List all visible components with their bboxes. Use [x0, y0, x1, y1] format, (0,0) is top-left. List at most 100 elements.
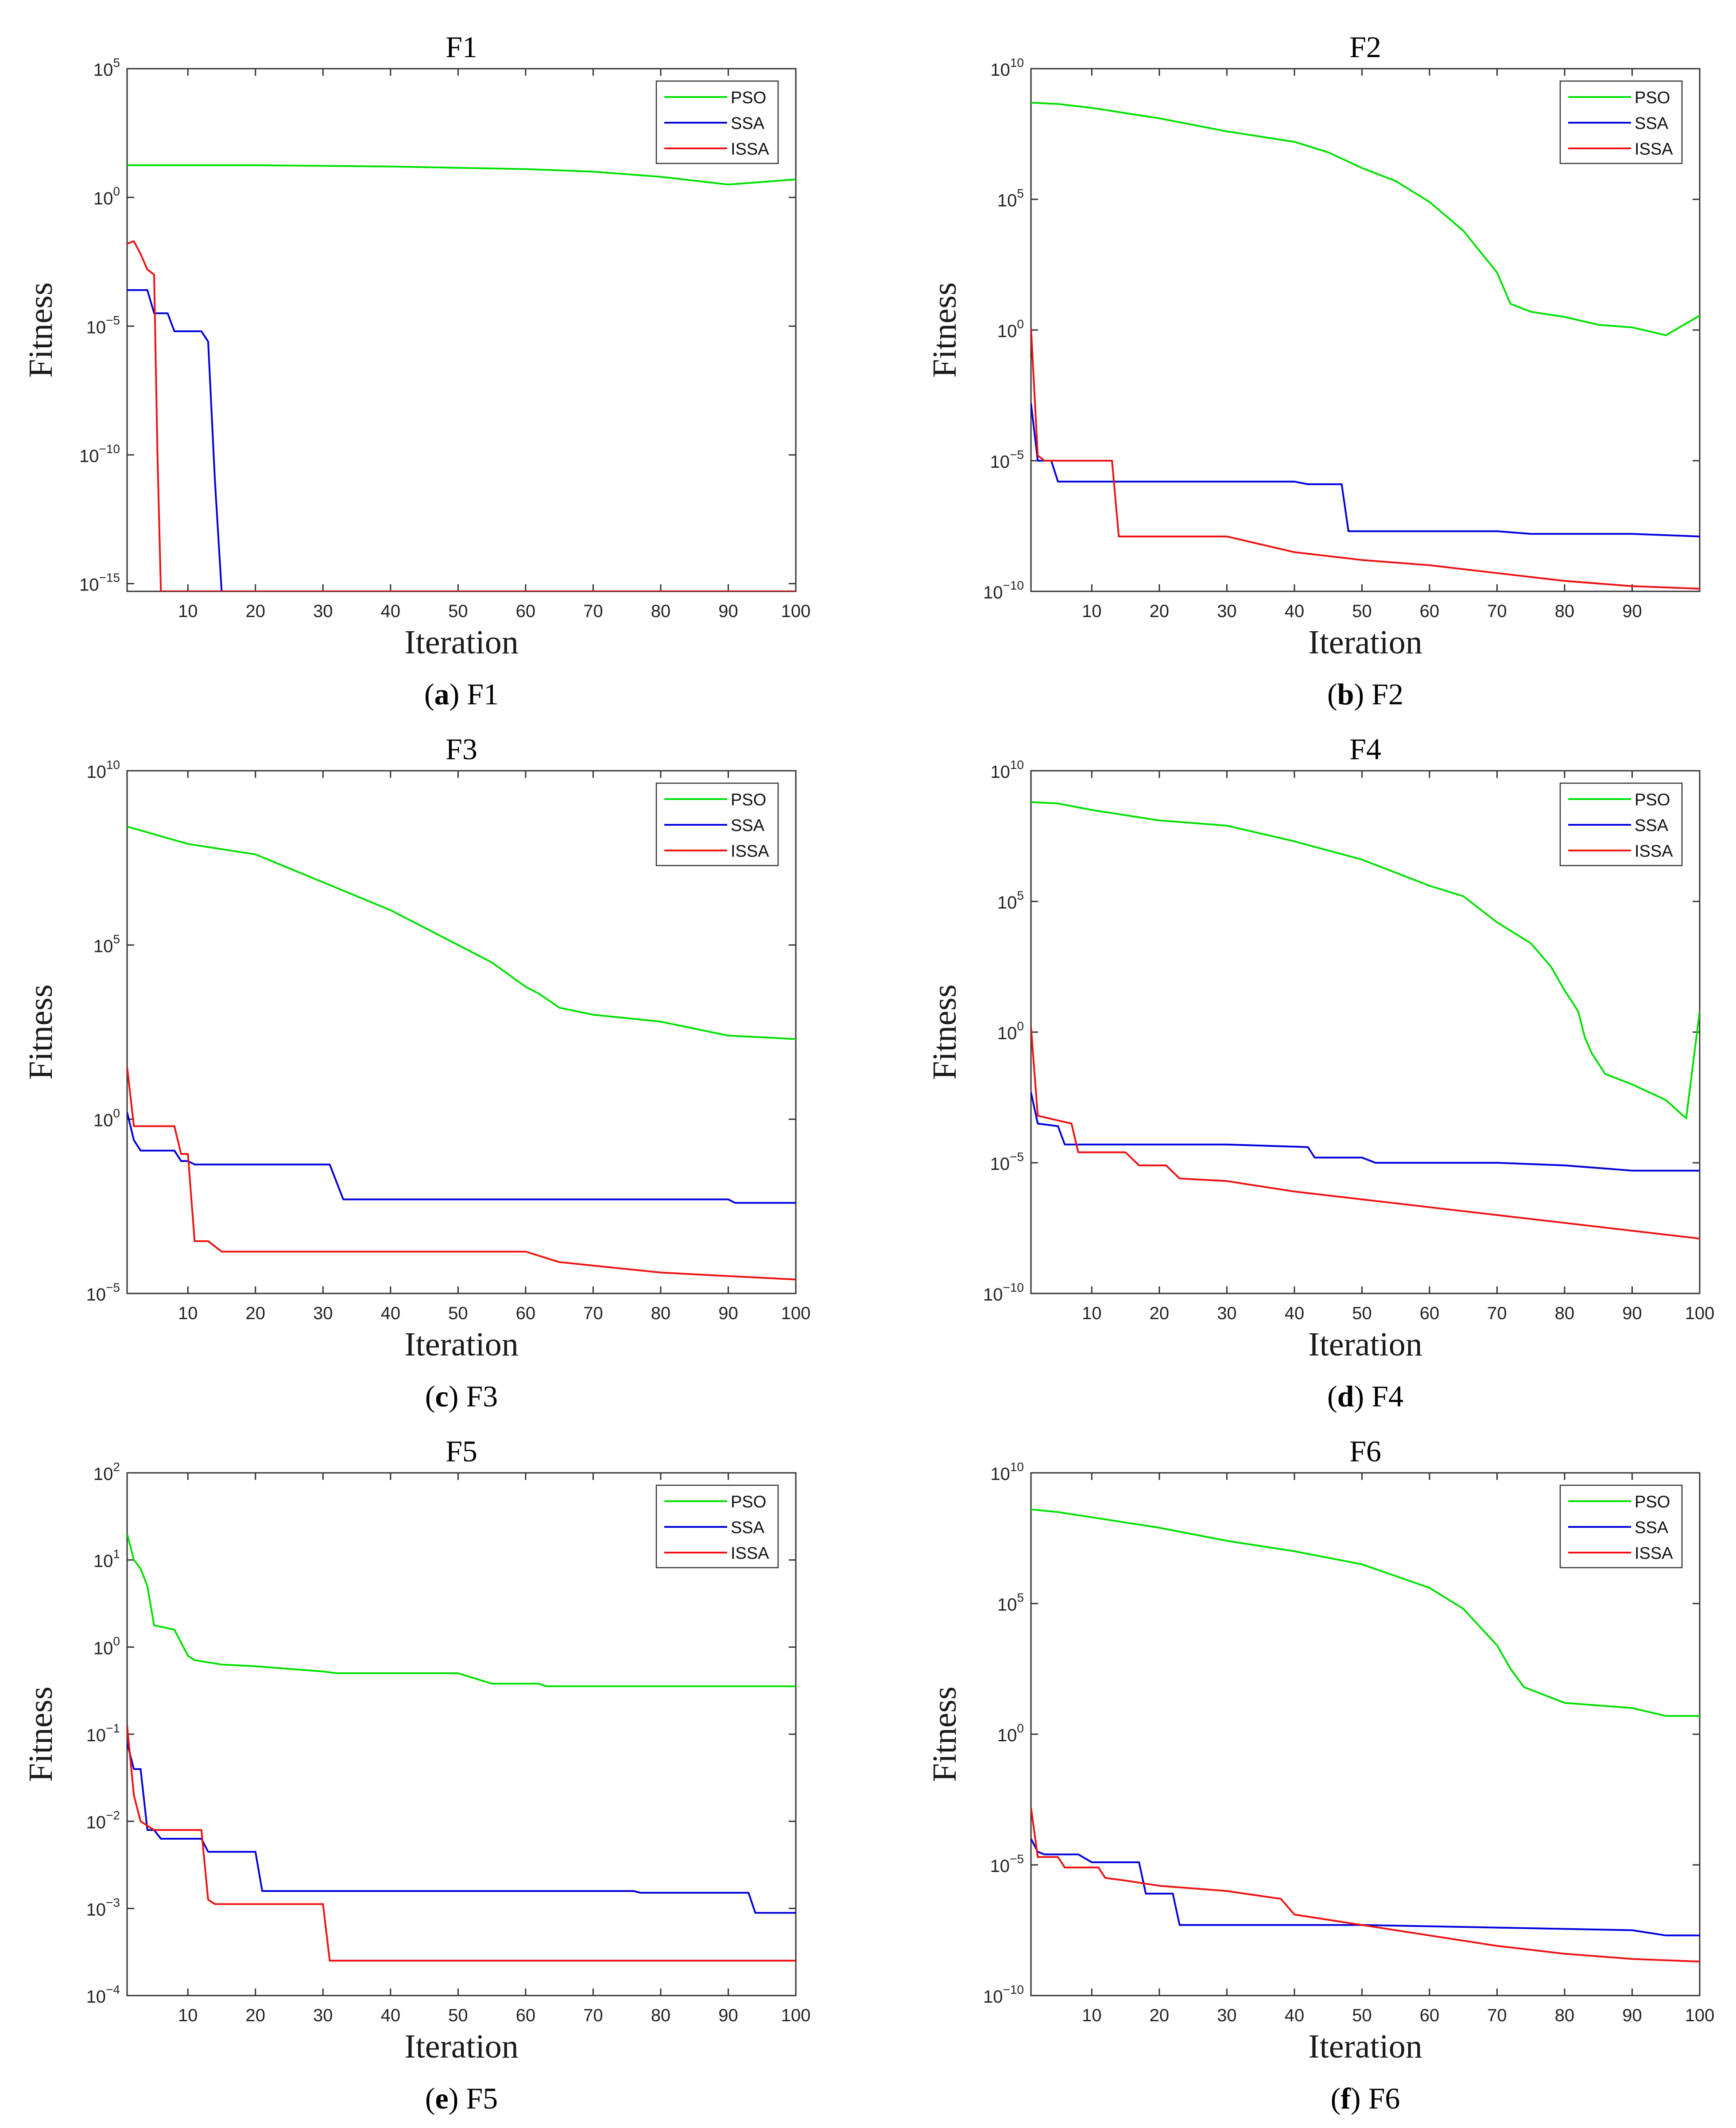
chart-2-series-pso-line: [1031, 101, 1700, 336]
chart-5-ytick-label: 101: [93, 1547, 120, 1571]
chart-6-xtick-label: 30: [1217, 2006, 1237, 2025]
chart-4-xlabel: Iteration: [1308, 1326, 1422, 1363]
chart-6-legend-label-ssa: SSA: [1635, 1518, 1669, 1537]
chart-1-ytick-label: 100: [93, 185, 120, 209]
chart-4-ytick-label: 1010: [990, 758, 1024, 782]
chart-2-ytick-label: 1010: [990, 56, 1024, 80]
chart-5-ytick-label: 10−3: [86, 1895, 120, 1919]
chart-2-ylabel: Fitness: [926, 282, 963, 377]
chart-5-xtick-label: 60: [516, 2006, 536, 2025]
chart-4-ytick-label: 105: [997, 889, 1024, 913]
chart-6-legend-label-issa: ISSA: [1635, 1544, 1673, 1563]
chart-4-xtick-label: 60: [1420, 1304, 1440, 1323]
chart-4-series-issa-line: [1031, 1027, 1700, 1240]
chart-3-xtick-label: 20: [246, 1304, 266, 1323]
chart-4-ytick-label: 10−10: [983, 1281, 1024, 1305]
chart-4-xtick-label: 20: [1150, 1304, 1170, 1323]
chart-1-xtick-label: 90: [718, 602, 738, 621]
chart-4-legend-label-issa: ISSA: [1635, 842, 1673, 861]
chart-5-series-ssa-line: [127, 1743, 796, 1914]
chart-1-xtick-label: 100: [781, 602, 811, 621]
chart-2-xtick-label: 20: [1150, 602, 1170, 621]
chart-6-xtick-label: 80: [1555, 2006, 1575, 2025]
chart-5-legend-label-pso: PSO: [731, 1493, 766, 1511]
chart-5-legend-label-ssa: SSA: [731, 1518, 765, 1537]
chart-6-title: F6: [1349, 1434, 1381, 1468]
chart-3-legend-label-ssa: SSA: [731, 816, 765, 835]
chart-2-xtick-label: 50: [1352, 602, 1372, 621]
chart-2-legend-label-ssa: SSA: [1635, 114, 1669, 133]
chart-5-xtick-label: 30: [313, 2006, 333, 2025]
chart-1-ytick-label: 10−15: [79, 571, 120, 595]
chart-2-xtick-label: 10: [1082, 602, 1102, 621]
chart-4-series-ssa-line: [1031, 1092, 1700, 1172]
chart-5-xtick-label: 10: [178, 2006, 198, 2025]
chart-2-xtick-label: 40: [1285, 602, 1305, 621]
chart-5-series-issa-line: [127, 1725, 796, 1962]
chart-1-series-issa-line: [127, 240, 796, 591]
chart-5-xtick-label: 90: [718, 2006, 738, 2025]
chart-3-legend-label-pso: PSO: [731, 791, 766, 809]
chart-6-xtick-label: 100: [1685, 2006, 1715, 2025]
chart-3-xtick-label: 70: [583, 1304, 603, 1323]
chart-6-series-ssa-line: [1031, 1838, 1700, 1937]
chart-1-xtick-label: 80: [651, 602, 671, 621]
chart-5-ylabel: Fitness: [22, 1686, 59, 1782]
chart-4-xtick-label: 10: [1082, 1304, 1102, 1323]
chart-6-xtick-label: 10: [1082, 2006, 1102, 2025]
chart-2-xtick-label: 70: [1487, 602, 1507, 621]
chart-3-xtick-label: 60: [516, 1304, 536, 1323]
chart-5-xtick-label: 80: [651, 2006, 671, 2025]
chart-4-xtick-label: 40: [1285, 1304, 1305, 1323]
chart-6-caption: (f) F6: [1331, 2081, 1400, 2115]
chart-6-ylabel: Fitness: [926, 1686, 963, 1782]
chart-2-xlabel: Iteration: [1308, 624, 1422, 661]
chart-4-ytick-label: 10−5: [990, 1150, 1024, 1174]
chart-1-xtick-label: 10: [178, 602, 198, 621]
chart-5-series-pso-line: [127, 1534, 796, 1687]
chart-2-xtick-label: 80: [1555, 602, 1575, 621]
chart-4-xtick-label: 90: [1622, 1304, 1642, 1323]
chart-1-legend-label-issa: ISSA: [731, 140, 769, 159]
chart-2-xtick-label: 60: [1420, 602, 1440, 621]
chart-5-caption: (e) F5: [425, 2081, 498, 2115]
chart-1-series-ssa-line: [127, 289, 796, 591]
chart-4-caption: (d) F4: [1327, 1379, 1403, 1413]
chart-6-xlabel: Iteration: [1308, 2028, 1422, 2065]
chart-5-ytick-label: 102: [93, 1460, 120, 1484]
chart-6-legend-label-pso: PSO: [1635, 1493, 1670, 1511]
chart-2-xtick-label: 90: [1622, 602, 1642, 621]
chart-5-xtick-label: 40: [381, 2006, 401, 2025]
chart-6-xtick-label: 50: [1352, 2006, 1372, 2025]
chart-1-ytick-label: 105: [93, 56, 120, 80]
chart-5-legend-label-issa: ISSA: [731, 1544, 769, 1563]
chart-4-xtick-label: 30: [1217, 1304, 1237, 1323]
chart-1-xtick-label: 30: [313, 602, 333, 621]
chart-3-xtick-label: 90: [718, 1304, 738, 1323]
chart-3-ylabel: Fitness: [22, 984, 59, 1080]
chart-5-ytick-label: 10−1: [86, 1721, 120, 1745]
chart-2-ytick-label: 100: [997, 317, 1024, 341]
chart-6-ytick-label: 10−5: [990, 1852, 1024, 1876]
chart-6-xtick-label: 20: [1150, 2006, 1170, 2025]
chart-5-ytick-label: 10−2: [86, 1809, 120, 1833]
chart-5-ytick-label: 100: [93, 1634, 120, 1658]
chart-6-ytick-label: 1010: [990, 1460, 1024, 1484]
chart-3-xtick-label: 80: [651, 1304, 671, 1323]
chart-3-ytick-label: 100: [93, 1107, 120, 1130]
chart-5-title: F5: [446, 1434, 477, 1468]
chart-4-ylabel: Fitness: [926, 984, 963, 1080]
chart-3-xtick-label: 50: [448, 1304, 468, 1323]
chart-5-xtick-label: 20: [246, 2006, 266, 2025]
chart-2-xtick-label: 30: [1217, 602, 1237, 621]
chart-4-ytick-label: 100: [997, 1019, 1024, 1043]
chart-3-xtick-label: 40: [381, 1304, 401, 1323]
chart-2-caption: (b) F2: [1327, 677, 1403, 711]
chart-3-ytick-label: 10−5: [86, 1281, 120, 1305]
chart-2-ytick-label: 10−5: [990, 448, 1024, 472]
chart-5-xlabel: Iteration: [404, 2028, 518, 2065]
chart-6-series-pso-line: [1031, 1508, 1700, 1717]
